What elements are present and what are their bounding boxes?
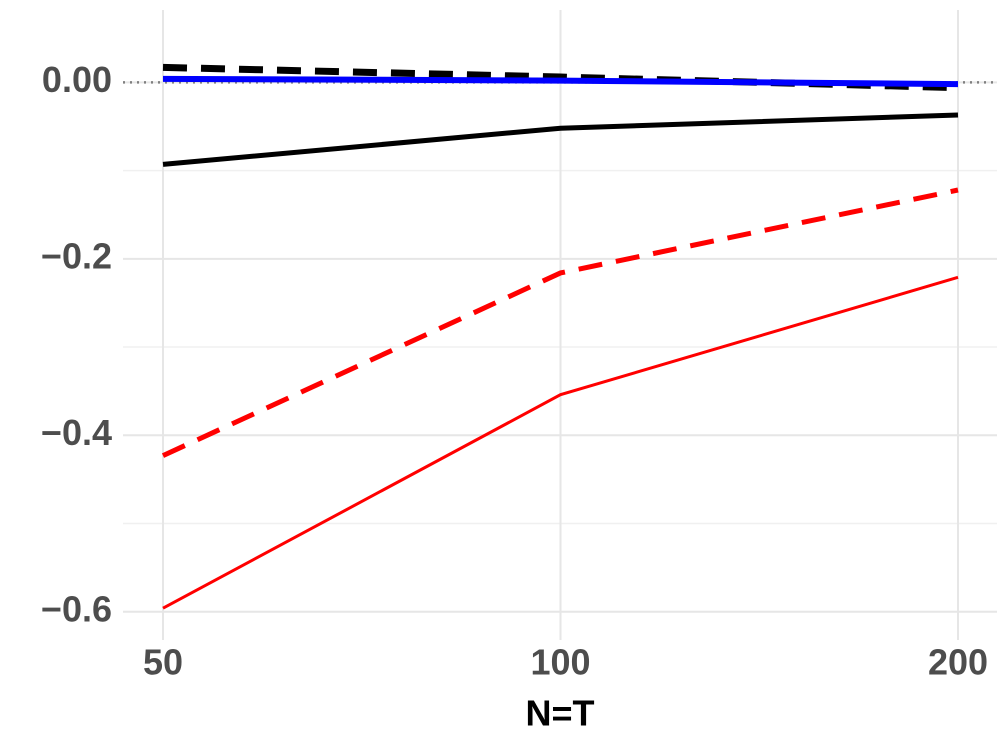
x-tick-label: 50 xyxy=(143,642,183,683)
y-tick-label: −0.6 xyxy=(41,588,112,629)
series-line xyxy=(161,187,959,458)
y-tick-label: 0.00 xyxy=(42,59,112,100)
x-tick-label: 100 xyxy=(530,642,590,683)
y-tick-label: −0.4 xyxy=(41,412,112,453)
y-tick-label: −0.2 xyxy=(41,235,112,276)
series-line xyxy=(162,112,959,167)
series-line xyxy=(162,275,959,610)
series-line xyxy=(162,75,959,88)
x-axis-label: N=T xyxy=(525,693,594,734)
x-tick-label: 200 xyxy=(928,642,988,683)
